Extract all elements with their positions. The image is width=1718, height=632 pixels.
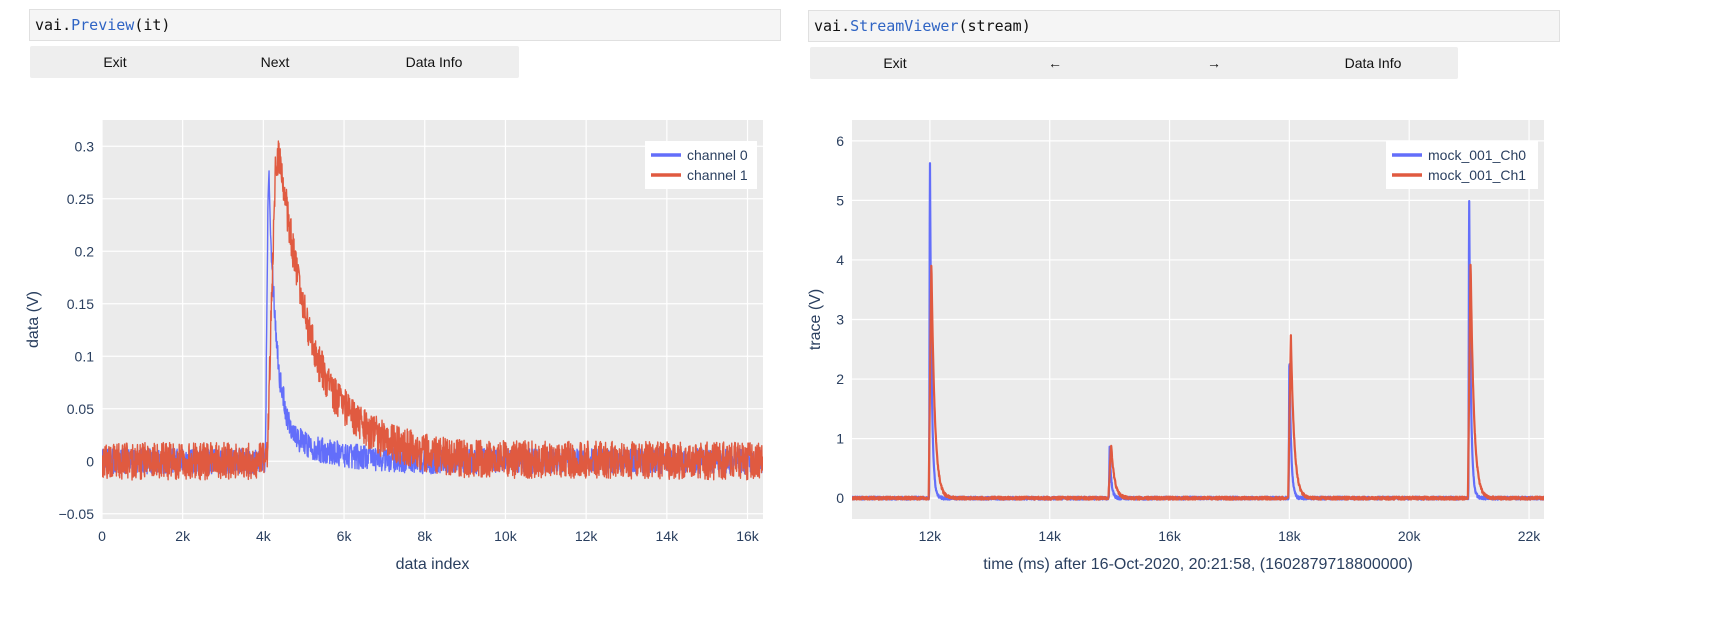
legend[interactable]: channel 0 channel 1 <box>645 141 757 189</box>
x-tick-label: 10k <box>494 528 518 544</box>
x-tick-label: 8k <box>417 528 433 544</box>
y-tick-label: 2 <box>836 371 844 387</box>
data-info-button[interactable]: Data Info <box>1288 47 1458 79</box>
y-tick-label: −0.05 <box>59 506 95 522</box>
x-tick-label: 20k <box>1398 528 1422 544</box>
y-tick-label: 4 <box>836 252 844 268</box>
legend-box <box>645 141 757 189</box>
x-tick-label: 12k <box>919 528 943 544</box>
code-function: Preview <box>71 16 135 34</box>
x-axis-title: time (ms) after 16-Oct-2020, 20:21:58, (… <box>983 556 1413 573</box>
x-axis-title: data index <box>396 556 470 573</box>
exit-button[interactable]: Exit <box>810 47 980 79</box>
y-tick-label: 0 <box>86 453 94 469</box>
x-tick-label: 16k <box>736 528 760 544</box>
x-tick-label: 22k <box>1518 528 1542 544</box>
y-tick-label: 0.05 <box>67 401 94 417</box>
y-axis-title: trace (V) <box>807 289 824 350</box>
x-tick-label: 14k <box>1038 528 1062 544</box>
code-prefix: vai. <box>35 16 72 34</box>
next-button[interactable]: → <box>1129 47 1299 79</box>
series-line-1[interactable] <box>852 263 1544 501</box>
y-tick-label: 5 <box>836 192 844 208</box>
x-tick-label: 4k <box>256 528 272 544</box>
code-args: (it) <box>134 16 171 34</box>
y-tick-label: 0.25 <box>67 191 94 207</box>
y-tick-label: 0.2 <box>75 243 95 259</box>
code-prefix: vai. <box>814 17 851 35</box>
x-tick-label: 2k <box>175 528 191 544</box>
x-tick-label: 12k <box>575 528 599 544</box>
x-tick-label: 16k <box>1158 528 1182 544</box>
y-axis-title: data (V) <box>25 291 42 348</box>
legend-item-label[interactable]: mock_001_Ch0 <box>1428 147 1526 163</box>
legend-item-label[interactable]: channel 0 <box>687 147 748 163</box>
preview-button-row: Exit Next Data Info <box>30 46 550 78</box>
legend-item-label[interactable]: channel 1 <box>687 167 748 183</box>
y-tick-label: 0.3 <box>75 138 95 154</box>
preview-code-cell[interactable]: vai.Preview(it) <box>29 9 781 41</box>
y-tick-label: 0.15 <box>67 296 94 312</box>
streamviewer-button-row: Exit ← → Data Info <box>810 47 1458 79</box>
code-function: StreamViewer <box>850 17 959 35</box>
previous-button[interactable]: ← <box>970 47 1140 79</box>
y-tick-label: 0 <box>836 490 844 506</box>
x-tick-label: 14k <box>656 528 680 544</box>
preview-chart[interactable]: 0 2k 4k 6k 8k 10k 12k 14k 16k−0.0500.050.10.150.… <box>0 120 800 580</box>
streamviewer-code-cell[interactable]: vai.StreamViewer(stream) <box>808 10 1560 42</box>
x-tick-label: 0 <box>98 528 106 544</box>
y-tick-label: 3 <box>836 312 844 328</box>
data-info-button[interactable]: Data Info <box>349 46 519 78</box>
series-group <box>852 162 1544 501</box>
series-line-1[interactable] <box>102 140 763 481</box>
code-args: (stream) <box>958 17 1031 35</box>
x-tick-label: 18k <box>1278 528 1302 544</box>
series-group <box>102 140 763 481</box>
legend-box <box>1386 141 1538 189</box>
legend-item-label[interactable]: mock_001_Ch1 <box>1428 167 1526 183</box>
y-tick-label: 1 <box>836 431 844 447</box>
stream-chart[interactable]: 12k 14k 16k 18k 20k 22k 0 1 2 3 4 5 6 time (ms) after… <box>800 120 1718 632</box>
y-tick-label: 0.1 <box>75 348 95 364</box>
next-button[interactable]: Next <box>190 46 360 78</box>
x-tick-label: 6k <box>337 528 353 544</box>
legend[interactable]: mock_001_Ch0 mock_001_Ch1 <box>1386 141 1538 189</box>
exit-button[interactable]: Exit <box>30 46 200 78</box>
y-tick-label: 6 <box>836 133 844 149</box>
